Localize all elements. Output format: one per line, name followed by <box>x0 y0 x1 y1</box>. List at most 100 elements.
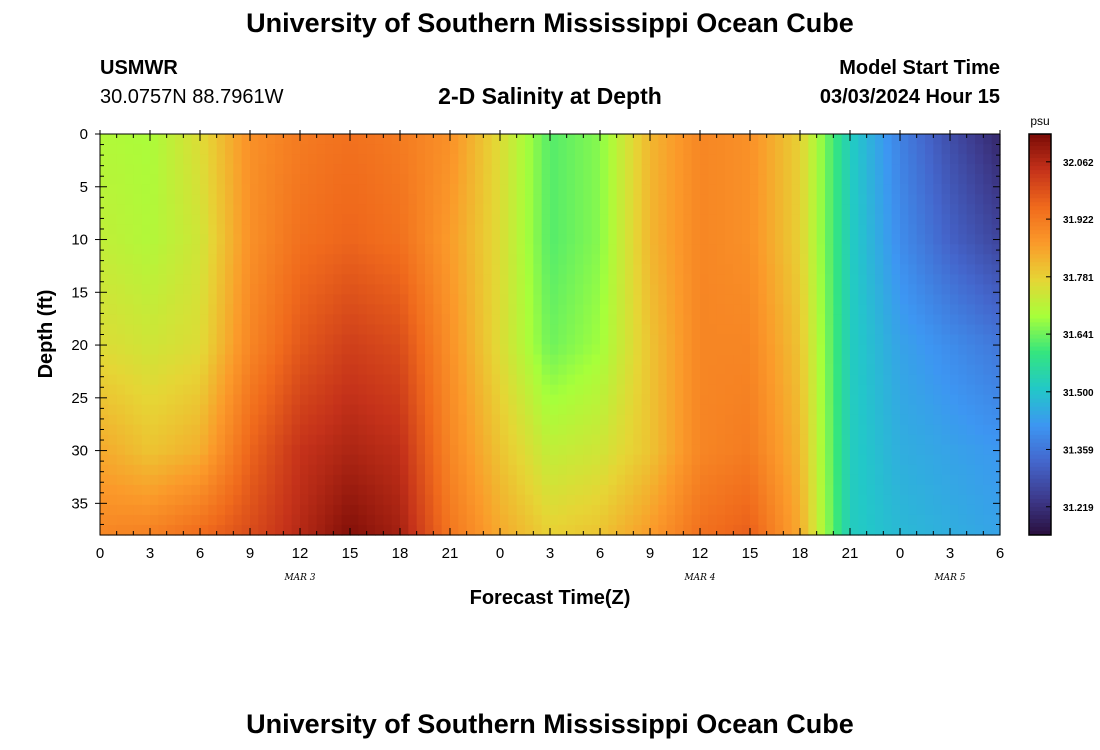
heatmap-cell <box>158 404 168 416</box>
heatmap-cell <box>783 344 793 356</box>
heatmap-cell <box>691 294 701 306</box>
heatmap-cell <box>691 474 701 486</box>
heatmap-cell <box>425 304 434 316</box>
heatmap-cell <box>875 344 884 356</box>
heatmap-cell <box>716 484 726 496</box>
heatmap-cell <box>466 394 476 406</box>
heatmap-cell <box>225 304 234 316</box>
heatmap-cell <box>625 484 634 496</box>
heatmap-cell <box>450 524 459 536</box>
heatmap-cell <box>975 284 984 296</box>
heatmap-cell <box>675 464 684 476</box>
heatmap-cell <box>375 224 384 235</box>
y-tick-label: 15 <box>71 284 88 301</box>
heatmap-cell <box>141 224 151 235</box>
heatmap-cell <box>125 504 134 516</box>
heatmap-cell <box>150 194 159 205</box>
heatmap-cell <box>875 324 884 336</box>
heatmap-cell <box>391 474 401 486</box>
heatmap-cell <box>783 394 793 406</box>
heatmap-cell <box>208 344 218 356</box>
heatmap-cell <box>966 444 976 456</box>
heatmap-cell <box>583 244 593 255</box>
heatmap-cell <box>916 284 926 296</box>
heatmap-cell <box>841 304 851 316</box>
heatmap-cell <box>416 274 426 285</box>
heatmap-cell <box>216 244 226 255</box>
heatmap-cell <box>750 324 759 336</box>
heatmap-cell <box>291 354 301 366</box>
heatmap-cell <box>291 324 301 336</box>
heatmap-cell <box>208 204 218 215</box>
heatmap-cell <box>200 354 209 366</box>
heatmap-cell <box>375 314 384 326</box>
heatmap-cell <box>783 294 793 306</box>
heatmap-cell <box>708 464 718 476</box>
heatmap-cell <box>808 394 818 406</box>
heatmap-cell <box>341 364 351 376</box>
heatmap-cell <box>383 424 393 436</box>
heatmap-cell <box>308 414 318 426</box>
heatmap-cell <box>641 154 651 165</box>
heatmap-cell <box>416 344 426 356</box>
heatmap-cell <box>558 234 568 245</box>
heatmap-cell <box>816 494 826 506</box>
heatmap-cell <box>208 234 218 245</box>
heatmap-cell <box>975 464 984 476</box>
heatmap-cell <box>741 464 751 476</box>
heatmap-cell <box>583 234 593 245</box>
heatmap-cell <box>508 434 518 446</box>
heatmap-cell <box>858 294 868 306</box>
heatmap-cell <box>916 434 926 446</box>
heatmap-cell <box>400 324 409 336</box>
colorbar-segment <box>1029 254 1051 259</box>
heatmap-cell <box>333 404 343 416</box>
heatmap-cell <box>258 294 268 306</box>
colorbar-tick-label: 31.359 <box>1063 445 1094 456</box>
heatmap-cell <box>408 434 418 446</box>
colorbar-segment <box>1029 522 1051 528</box>
heatmap-cell <box>633 214 643 225</box>
heatmap-cell <box>891 214 901 225</box>
heatmap-cell <box>591 144 601 155</box>
heatmap-cell <box>275 404 284 416</box>
heatmap-cell <box>125 404 134 416</box>
heatmap-cell <box>125 184 134 195</box>
heatmap-cell <box>683 514 693 526</box>
heatmap-cell <box>733 524 743 536</box>
heatmap-cell <box>158 184 168 195</box>
heatmap-cell <box>858 204 868 215</box>
heatmap-cell <box>300 454 309 466</box>
heatmap-cell <box>241 384 251 396</box>
heatmap-cell <box>908 374 918 386</box>
heatmap-cell <box>725 504 734 516</box>
heatmap-cell <box>458 394 468 406</box>
heatmap-cell <box>175 444 184 456</box>
heatmap-cell <box>158 394 168 406</box>
heatmap-cell <box>958 394 968 406</box>
heatmap-cell <box>733 234 743 245</box>
heatmap-cell <box>858 214 868 225</box>
heatmap-cell <box>475 314 484 326</box>
heatmap-cell <box>300 184 309 195</box>
heatmap-cell <box>508 524 518 536</box>
heatmap-cell <box>383 444 393 456</box>
heatmap-cell <box>966 294 976 306</box>
heatmap-cell <box>241 454 251 466</box>
heatmap-cell <box>808 224 818 235</box>
colorbar-segment <box>1029 498 1051 504</box>
x-tick-label: 15 <box>742 545 759 562</box>
colorbar-segment <box>1029 502 1051 508</box>
heatmap-cell <box>216 474 226 486</box>
heatmap-cell <box>933 394 943 406</box>
heatmap-cell <box>500 374 509 386</box>
heatmap-cell <box>441 224 451 235</box>
heatmap-cell <box>316 434 326 446</box>
heatmap-cell <box>575 524 584 536</box>
heatmap-cell <box>841 514 851 526</box>
heatmap-cell <box>841 254 851 265</box>
heatmap-cell <box>608 524 618 536</box>
heatmap-cell <box>366 514 376 526</box>
heatmap-cell <box>850 244 859 255</box>
heatmap-cell <box>533 304 543 316</box>
